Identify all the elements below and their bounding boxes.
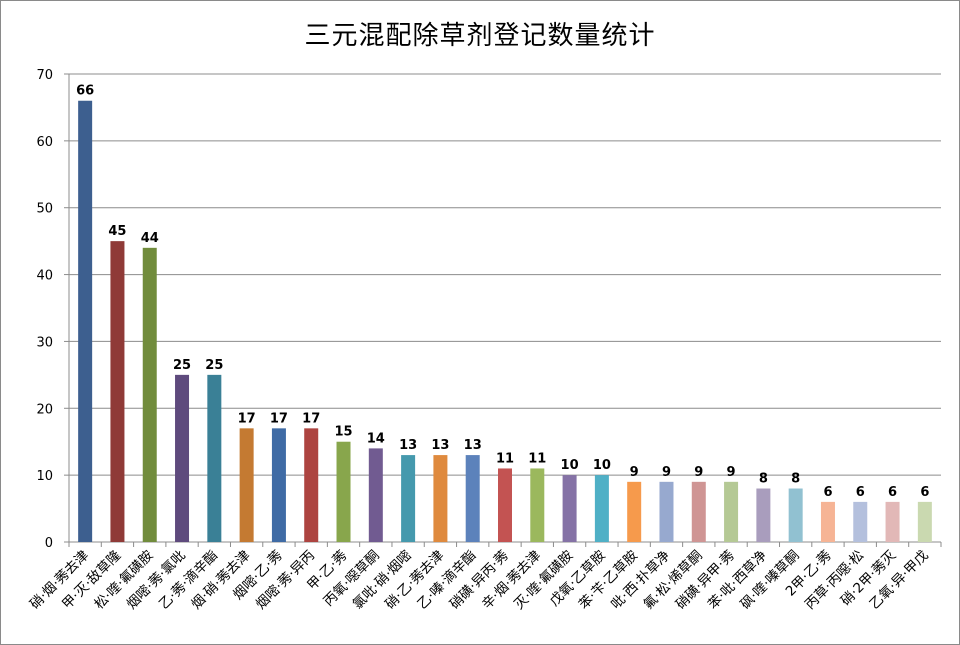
bar <box>304 428 319 542</box>
data-label: 9 <box>630 465 639 480</box>
bar <box>433 455 448 542</box>
bar <box>562 475 577 542</box>
bar <box>110 241 125 542</box>
data-label: 11 <box>528 451 546 466</box>
bar <box>78 100 93 542</box>
y-tick-label: 10 <box>36 469 53 484</box>
bar <box>820 501 835 542</box>
y-tick-label: 40 <box>36 269 53 284</box>
data-label: 10 <box>561 458 579 473</box>
y-tick-label: 60 <box>36 135 53 150</box>
bar <box>691 481 706 542</box>
data-label: 10 <box>593 458 611 473</box>
data-label: 14 <box>367 431 385 446</box>
data-label: 6 <box>888 485 897 500</box>
bar <box>368 448 383 542</box>
bar <box>724 481 739 542</box>
bar <box>659 481 674 542</box>
data-label: 44 <box>141 231 159 246</box>
y-tick-label: 30 <box>36 335 53 350</box>
y-tick-label: 20 <box>36 402 53 417</box>
bar <box>627 481 642 542</box>
data-label: 9 <box>662 465 671 480</box>
data-label: 8 <box>759 472 768 487</box>
data-label: 17 <box>270 411 288 426</box>
data-label: 6 <box>856 485 865 500</box>
bar <box>853 501 868 542</box>
data-label: 13 <box>399 438 417 453</box>
bar <box>207 374 222 542</box>
data-label: 6 <box>823 485 832 500</box>
data-label: 13 <box>431 438 449 453</box>
y-tick-labels: 0 10 20 30 40 50 60 70 <box>36 68 53 551</box>
data-label: 15 <box>334 425 352 440</box>
bar <box>142 247 157 543</box>
data-label: 8 <box>791 472 800 487</box>
data-label: 9 <box>727 465 736 480</box>
bar <box>917 501 932 542</box>
data-label: 25 <box>173 358 191 373</box>
data-label: 11 <box>496 451 514 466</box>
data-label: 66 <box>76 84 94 99</box>
data-label: 45 <box>108 224 126 239</box>
bar <box>271 428 286 542</box>
bars <box>78 100 932 543</box>
bar <box>498 468 512 542</box>
bar <box>594 475 609 542</box>
gridlines <box>69 73 941 476</box>
y-tick-label: 70 <box>36 68 53 83</box>
data-label: 9 <box>694 465 703 480</box>
data-label: 17 <box>302 411 320 426</box>
bar <box>336 441 351 542</box>
y-tick-label: 0 <box>45 536 53 551</box>
data-label: 25 <box>205 358 223 373</box>
bar <box>465 455 480 542</box>
bar <box>239 428 254 542</box>
chart-title: 三元混配除草剂登记数量统计 <box>304 21 656 51</box>
bar <box>756 488 771 542</box>
data-label: 6 <box>920 485 929 500</box>
category-labels: 硝·烟·莠去津甲·灭·敌草隆松·喹·氟磺胺烟嘧·莠·氯吡乙·莠·滴辛酯烟·硝·莠… <box>27 547 932 613</box>
bar <box>788 488 803 542</box>
bar <box>401 455 416 542</box>
bar <box>175 374 190 542</box>
bar <box>530 468 545 542</box>
data-label: 17 <box>238 411 256 426</box>
data-label: 13 <box>464 438 482 453</box>
y-tick-label: 50 <box>36 202 53 217</box>
bar <box>885 501 900 542</box>
